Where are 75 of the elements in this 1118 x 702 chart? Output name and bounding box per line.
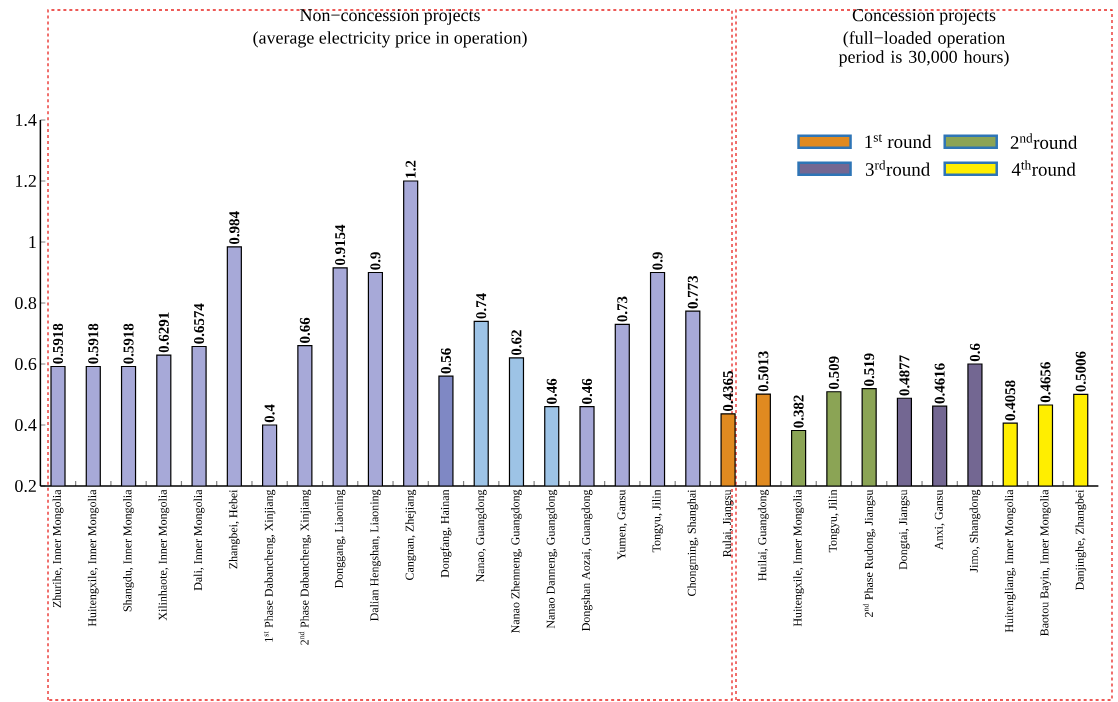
- x-tick-label: Jimo, Shangdong: [969, 489, 981, 573]
- data-label: 0.56: [440, 348, 452, 374]
- x-tick-label: Chongming, Shanghai: [687, 489, 699, 596]
- data-label: 0.4877: [899, 355, 910, 396]
- data-label: 0.9: [370, 252, 381, 270]
- data-label: 0.73: [617, 296, 628, 322]
- data-label: 0.773: [687, 275, 698, 309]
- x-tick-label: Dongshan Aozai, Guangdong: [581, 489, 593, 631]
- x-tick-label: Shangdu, Inner Mongolia: [123, 489, 134, 612]
- legend-label: 3$^{rd}$round: [865, 160, 930, 176]
- x-tick-label: Nanao Danneng, Guangdong: [546, 489, 558, 629]
- x-tick-label: Zhangbei, Hebei: [228, 489, 240, 569]
- x-tick-label: Rulai, Jiangsu: [722, 489, 734, 557]
- legend-label: 1$^{st}$ round: [865, 134, 932, 149]
- x-tick-label: Huilai, Guangdong: [757, 489, 769, 581]
- data-label: 0.6574: [194, 303, 205, 344]
- data-label: 0.4058: [1005, 380, 1016, 421]
- x-tick-label: Dali, Inner Mongolia: [193, 489, 205, 591]
- data-label: 0.66: [299, 317, 310, 343]
- x-tick-label: Danjinghe, Zhangbei: [1075, 489, 1087, 591]
- data-label: 0.74: [476, 293, 487, 319]
- data-label: 0.46: [581, 378, 593, 404]
- x-tick-label: Nanao Zhenneng, Guangdong: [511, 489, 522, 633]
- y-tick-label: 0.2: [15, 479, 36, 493]
- data-label: 0.4656: [1040, 362, 1051, 403]
- y-tick-label: 1: [29, 236, 36, 248]
- x-tick-label: Anxi, Gansu: [934, 489, 945, 550]
- y-tick-label: 0.4: [15, 418, 37, 432]
- x-tick-label: Dongfang, Hainan: [440, 489, 452, 578]
- data-label: 0.5013: [758, 351, 769, 392]
- x-tick-label: Dalian Hengshan, Liaoning: [369, 489, 381, 621]
- text: Concession projects: [852, 9, 996, 25]
- x-tick-label: Xilinhaote, Inner Mongolia: [158, 489, 170, 621]
- text: Non−concession projects: [300, 9, 480, 25]
- y-tick-label: 1.4: [16, 113, 37, 127]
- data-label: 0.5918: [123, 323, 134, 364]
- x-tick-label: Tongyu, Jilin: [828, 489, 840, 553]
- data-label: 0.509: [828, 356, 839, 389]
- x-tick-label: 2$^{nd}$ Phase Rudong, Jiangsu: [862, 489, 876, 617]
- x-tick-label: Tongyu, Jilin: [652, 489, 663, 553]
- x-tick-label: Huitengxile, Inner Mongolia: [87, 489, 99, 627]
- x-tick-label: Huitengliang, Inner Mongolia: [1004, 489, 1016, 633]
- data-label: 0.46: [546, 378, 557, 404]
- data-label: 0.5918: [88, 323, 99, 364]
- x-tick-label: Zhurihe, Inner Mongolia: [52, 489, 64, 608]
- data-label: 0.6: [969, 343, 981, 362]
- x-tick-label: Nanao, Guangdong: [475, 489, 487, 583]
- data-label: 0.984: [229, 211, 240, 245]
- data-label: 0.9154: [335, 224, 346, 266]
- data-label: 0.4616: [934, 363, 945, 404]
- text: (average electricity price in operation): [253, 31, 527, 48]
- data-label: 1.2: [405, 160, 416, 178]
- legend-label: 4$^{th}$round: [1011, 160, 1076, 176]
- y-tick-label: 1.2: [16, 174, 36, 188]
- data-label: 0.4365: [723, 371, 734, 412]
- data-label: 0.9: [652, 252, 663, 270]
- x-tick-label: Dongtai, Jiangsu: [899, 489, 910, 570]
- x-tick-label: Baotou Bayin, Inner Mongolia: [1040, 489, 1051, 636]
- x-tick-label: Yumen, Gansu: [617, 489, 628, 560]
- y-tick-label: 0.8: [15, 296, 37, 310]
- data-label: 0.5918: [52, 323, 64, 364]
- x-tick-label: Cangnan, Zhejiang: [405, 489, 417, 580]
- data-label: 0.519: [864, 353, 875, 386]
- text: (full−loaded operation period is 30,000 hours): [838, 31, 1009, 67]
- x-tick-label: 1$^{st}$ Phase Dabancheng, Xinjiang: [263, 489, 276, 642]
- legend-label: 2$^{nd}$round: [1010, 133, 1078, 149]
- x-tick-label: Huitengxile, Inner Mongolia: [793, 489, 805, 627]
- data-label: 0.6291: [158, 312, 169, 353]
- x-tick-label: Donggang, Liaoning: [334, 489, 346, 589]
- data-label: 0.4: [264, 404, 275, 423]
- y-tick-label: 0.6: [15, 357, 37, 371]
- data-label: 0.382: [793, 395, 804, 428]
- data-label: 0.5006: [1075, 351, 1086, 392]
- data-label: 0.62: [511, 330, 522, 356]
- x-tick-label: 2$^{nd}$ Phase Dabancheng, Xinjiang: [298, 489, 312, 645]
